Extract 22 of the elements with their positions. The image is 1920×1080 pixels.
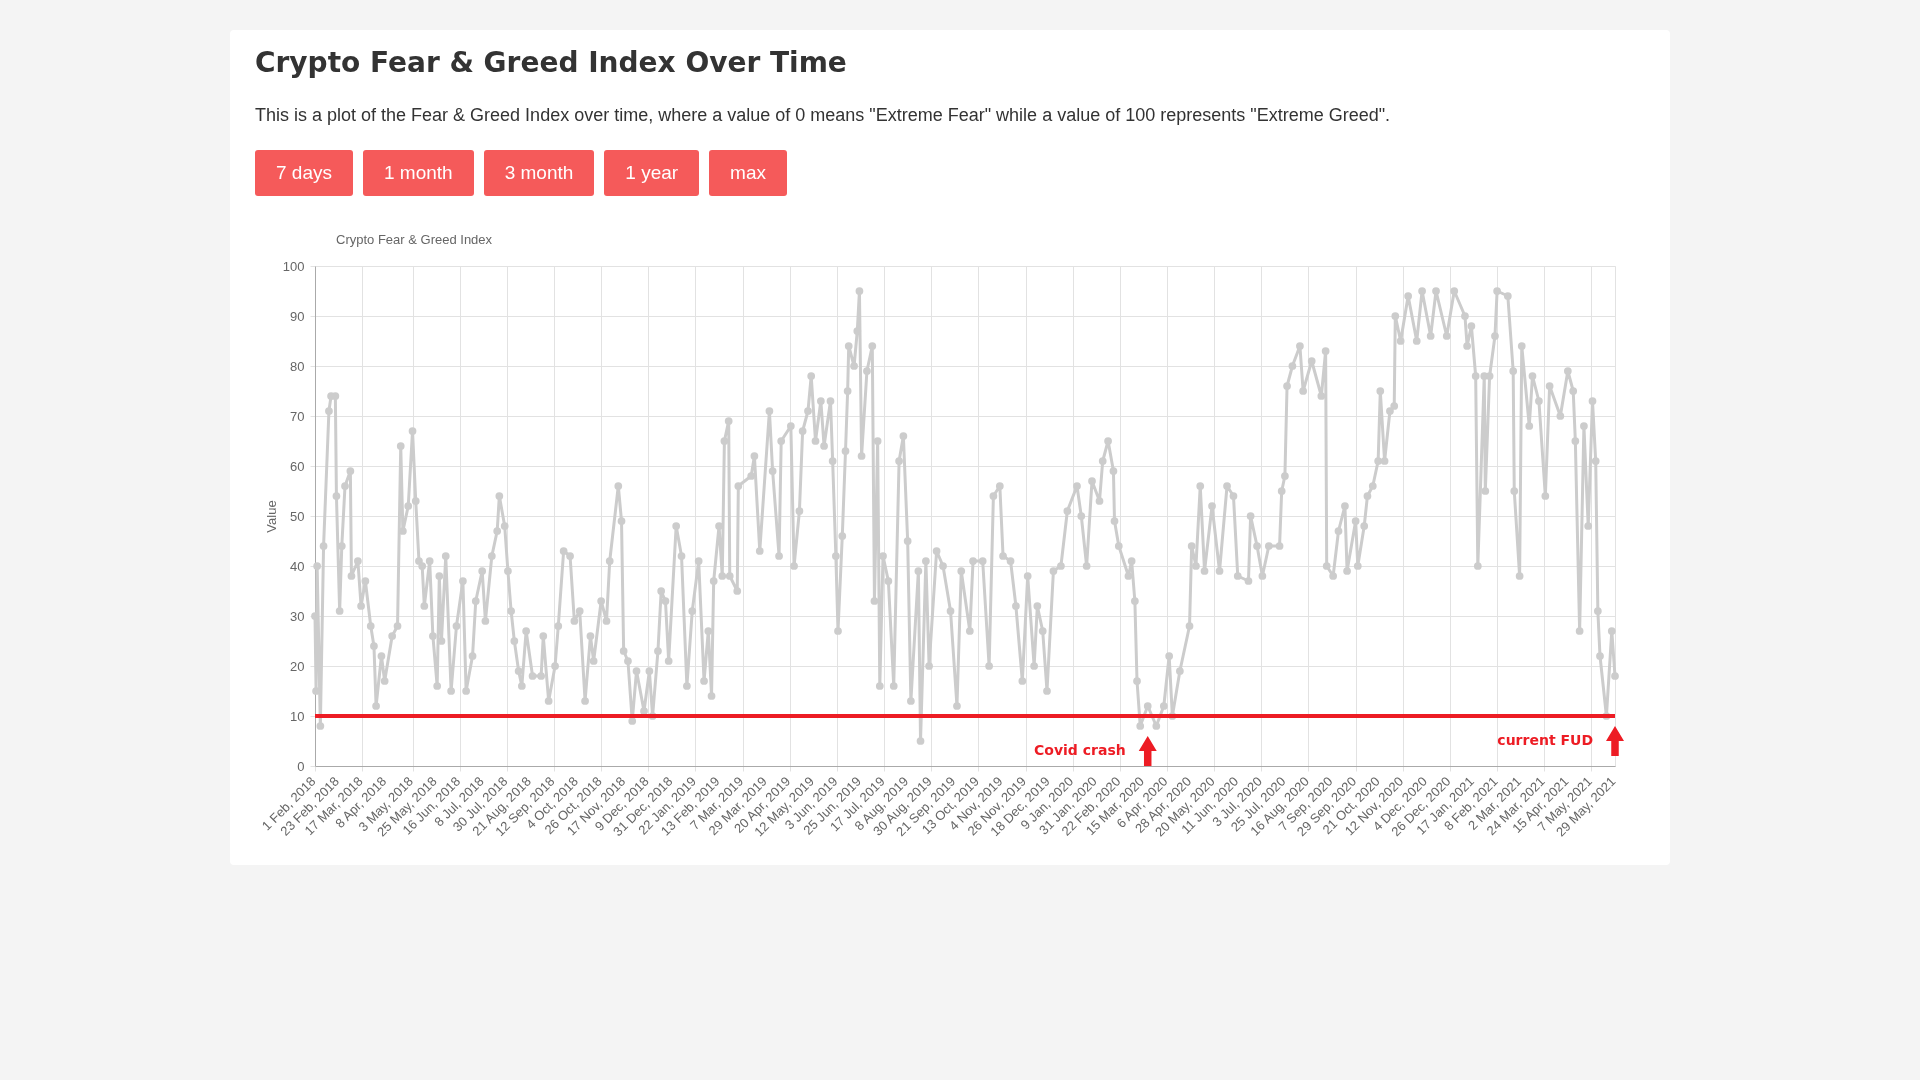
annotation: current FUD — [1497, 732, 1593, 748]
text: 1 month — [362, 150, 474, 196]
annotation: Covid crash — [1034, 742, 1126, 758]
chart-title: Crypto Fear & Greed Index Over Time — [255, 46, 848, 79]
y-tick-label: 10 — [290, 708, 305, 724]
y-tick-label: 30 — [290, 608, 305, 624]
text: 3 month — [483, 150, 595, 196]
y-tick-label: 20 — [290, 658, 305, 674]
text: Crypto Fear & Greed Index — [336, 231, 493, 247]
chart-subtitle: This is a plot of the Fear & Greed Index over time, where a value of 0 means "Extreme Fear" while a value of 100 represents "Extreme Greed". — [255, 105, 1392, 126]
y-tick-label: 60 — [290, 458, 305, 474]
y-axis-title: Value — [263, 500, 279, 533]
y-tick-label: 40 — [290, 558, 305, 574]
text: max — [709, 150, 788, 196]
y-tick-label: 50 — [290, 508, 305, 524]
y-tick-label: 100 — [282, 258, 305, 274]
text: 7 days — [255, 150, 353, 196]
y-tick-label: 80 — [290, 358, 305, 374]
y-tick-label: 70 — [290, 408, 305, 424]
text: 1 year — [604, 150, 700, 196]
y-tick-label: 0 — [297, 758, 305, 774]
y-tick-label: 90 — [290, 308, 305, 324]
